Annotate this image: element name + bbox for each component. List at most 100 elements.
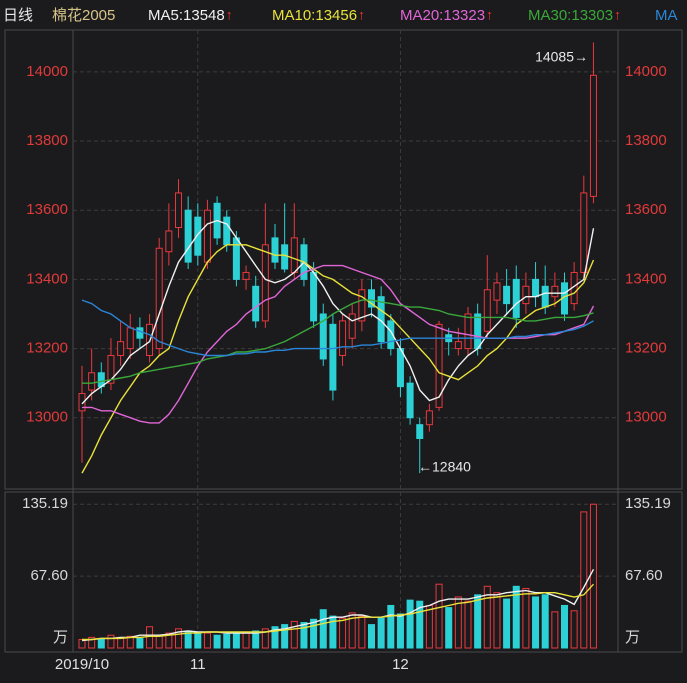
candle-body bbox=[512, 278, 520, 318]
volume-bar bbox=[281, 624, 289, 649]
volume-tick-label-right: 135.19 bbox=[625, 495, 671, 512]
volume-bar bbox=[396, 613, 404, 649]
candle-body bbox=[522, 285, 530, 305]
candle-body bbox=[474, 313, 482, 350]
ma-line bbox=[81, 219, 595, 405]
y-tick-label-right: 14000 bbox=[625, 63, 667, 80]
candle-body bbox=[329, 323, 337, 391]
legend-label: MA5:13548 bbox=[148, 7, 225, 24]
volume-bar bbox=[435, 583, 443, 649]
price-panel-frame bbox=[4, 29, 683, 490]
y-tick-label: 13000 bbox=[26, 409, 68, 426]
volume-bar bbox=[329, 615, 337, 649]
trend-arrow: ↑ bbox=[358, 7, 365, 23]
x-tick-label: 11 bbox=[190, 656, 206, 673]
trend-arrow: ↑ bbox=[614, 7, 621, 23]
trend-arrow: ↑ bbox=[226, 7, 233, 23]
candle-body bbox=[483, 289, 491, 332]
volume-bar bbox=[126, 635, 134, 649]
ma-line bbox=[81, 299, 594, 357]
volume-bar bbox=[97, 637, 105, 649]
y-tick-label-right: 13200 bbox=[625, 340, 667, 357]
candle-body bbox=[194, 216, 202, 256]
volume-bar bbox=[474, 594, 482, 649]
volume-bar bbox=[541, 594, 549, 649]
volume-bar bbox=[136, 637, 144, 649]
header: 日线 棉花2005 bbox=[3, 7, 115, 24]
volume-ma-line bbox=[81, 568, 595, 642]
volume-bar bbox=[300, 621, 308, 649]
candle-body bbox=[78, 393, 86, 412]
candle-body bbox=[406, 382, 414, 419]
high-annotation: 14085→ bbox=[535, 49, 588, 65]
volume-bar bbox=[425, 604, 433, 649]
volume-bar bbox=[155, 634, 163, 649]
volume-bar bbox=[175, 628, 182, 649]
volume-bar bbox=[377, 617, 385, 649]
ma-line bbox=[81, 244, 595, 474]
volume-tick-label: 万 bbox=[53, 629, 68, 646]
volume-tick-label-right: 万 bbox=[625, 629, 640, 646]
candle-body bbox=[281, 244, 289, 270]
volume-bar bbox=[454, 596, 462, 649]
volume-bar bbox=[445, 607, 453, 649]
volume-bar bbox=[271, 626, 279, 649]
y-tick-label-right: 13600 bbox=[625, 201, 667, 218]
volume-bar bbox=[368, 624, 375, 649]
candle-body bbox=[503, 285, 511, 305]
volume-bar bbox=[213, 634, 221, 649]
candle-body bbox=[464, 313, 472, 350]
legend-label: MA20:13323 bbox=[400, 7, 485, 24]
volume-bar bbox=[532, 596, 540, 649]
candle-body bbox=[107, 354, 115, 384]
volume-bar bbox=[387, 604, 395, 649]
volume-bar bbox=[319, 609, 327, 649]
volume-bar bbox=[358, 615, 366, 649]
volume-bar bbox=[261, 628, 269, 649]
volume-bar bbox=[406, 599, 414, 649]
candle-body bbox=[310, 271, 318, 322]
candle-body bbox=[136, 327, 144, 339]
volume-bar bbox=[589, 503, 597, 649]
x-tick-label: 12 bbox=[392, 656, 409, 673]
candle-body bbox=[435, 323, 443, 408]
candle-body bbox=[532, 278, 540, 298]
symbol: 棉花2005 bbox=[52, 7, 115, 24]
volume-bar bbox=[223, 633, 231, 649]
candle-body bbox=[368, 289, 375, 308]
volume-bar bbox=[194, 631, 202, 649]
volume-bar bbox=[580, 511, 588, 649]
volume-bar bbox=[339, 617, 347, 649]
period: 日线 bbox=[3, 7, 33, 24]
volume-bar bbox=[570, 610, 578, 649]
candle-body bbox=[425, 410, 433, 426]
candle-body bbox=[551, 285, 559, 298]
volume-tick-label-right: 67.60 bbox=[625, 567, 663, 584]
volume-bar bbox=[551, 611, 559, 649]
legend-label: MA10:13456 bbox=[272, 7, 357, 24]
candle-body bbox=[261, 244, 269, 322]
candle-body bbox=[290, 237, 298, 273]
candle-body bbox=[580, 192, 588, 273]
candle-body bbox=[387, 320, 395, 350]
candle-body bbox=[184, 209, 192, 263]
volume-bar bbox=[88, 636, 96, 649]
volume-tick-label: 135.19 bbox=[22, 495, 68, 512]
candle-body bbox=[319, 313, 327, 360]
y-tick-label: 14000 bbox=[26, 63, 68, 80]
volume-bar bbox=[146, 626, 154, 649]
y-tick-label-right: 13800 bbox=[625, 132, 667, 149]
ma-line bbox=[82, 299, 594, 384]
volume-bar bbox=[232, 631, 240, 649]
y-tick-label-right: 13400 bbox=[625, 270, 667, 287]
y-tick-label-right: 13000 bbox=[625, 409, 667, 426]
volume-bar bbox=[252, 630, 260, 649]
candle-body bbox=[589, 74, 597, 197]
volume-bar bbox=[483, 585, 491, 649]
y-tick-label: 13600 bbox=[26, 201, 68, 218]
candle-body bbox=[348, 313, 356, 339]
candle-body bbox=[271, 237, 279, 263]
candle-body bbox=[117, 341, 125, 356]
